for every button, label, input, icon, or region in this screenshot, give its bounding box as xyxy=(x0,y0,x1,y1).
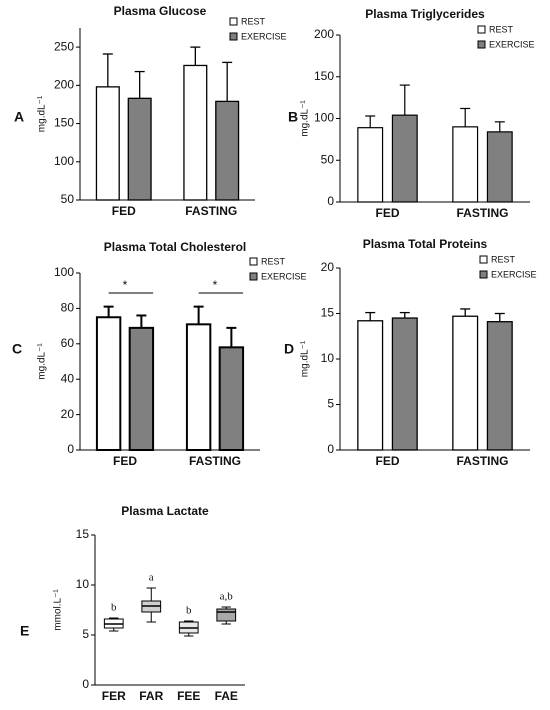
y-tick-label: 0 xyxy=(82,677,89,691)
y-tick-label: 20 xyxy=(61,407,75,421)
y-axis-label: mg.dL⁻¹ xyxy=(37,343,48,380)
bar xyxy=(391,317,418,451)
bar xyxy=(357,320,384,451)
legend-label: EXERCISE xyxy=(261,271,307,281)
bar xyxy=(357,127,384,203)
bar xyxy=(127,97,152,201)
y-axis-label: mg.dL⁻¹ xyxy=(300,340,311,377)
y-tick-label: 50 xyxy=(321,152,335,166)
y-tick-label: 250 xyxy=(54,39,74,53)
bar xyxy=(183,64,208,201)
y-tick-label: 0 xyxy=(327,194,334,208)
x-tick-label: FASTING xyxy=(456,206,508,220)
legend-label: REST xyxy=(491,254,516,264)
y-tick-label: 20 xyxy=(321,260,335,274)
panel-letter: D xyxy=(284,341,294,357)
chart-title: Plasma Triglycerides xyxy=(365,7,485,21)
x-tick-label: FED xyxy=(112,204,136,218)
bar xyxy=(128,326,155,451)
panel-letter: A xyxy=(14,109,24,125)
chart-title: Plasma Glucose xyxy=(114,4,207,18)
y-axis-label: mmol.L⁻¹ xyxy=(53,589,64,631)
y-axis-label: mg.dL⁻¹ xyxy=(300,100,311,137)
y-tick-label: 40 xyxy=(61,371,75,385)
bar xyxy=(215,100,240,201)
y-tick-label: 10 xyxy=(321,351,335,365)
panel-letter: C xyxy=(12,341,22,357)
bar xyxy=(486,131,513,203)
x-tick-label: FEE xyxy=(177,689,200,703)
x-tick-label: FAE xyxy=(215,689,238,703)
group-label: b xyxy=(186,605,192,617)
chart-title: Plasma Total Proteins xyxy=(363,237,488,251)
legend-label: REST xyxy=(261,256,286,266)
legend-swatch xyxy=(249,272,258,281)
chart-title: Plasma Total Cholesterol xyxy=(104,240,246,254)
y-axis-label: mg.dL⁻¹ xyxy=(37,95,48,132)
y-tick-label: 100 xyxy=(54,154,74,168)
y-tick-label: 100 xyxy=(314,111,334,125)
y-tick-label: 200 xyxy=(54,78,74,92)
significance-label: * xyxy=(213,278,218,292)
y-tick-label: 60 xyxy=(61,336,75,350)
y-tick-label: 5 xyxy=(82,627,89,641)
legend-swatch xyxy=(479,255,488,264)
y-tick-label: 100 xyxy=(54,265,74,279)
legend-swatch xyxy=(229,32,238,41)
bar xyxy=(452,315,479,451)
bar xyxy=(486,321,513,451)
bar xyxy=(452,126,479,203)
significance-label: * xyxy=(123,278,128,292)
y-tick-label: 150 xyxy=(54,116,74,130)
x-tick-label: FED xyxy=(376,206,400,220)
chart-title: Plasma Lactate xyxy=(121,504,209,518)
x-tick-label: FASTING xyxy=(189,454,241,468)
legend-swatch xyxy=(229,17,238,26)
x-tick-label: FASTING xyxy=(185,204,237,218)
bar xyxy=(95,86,120,201)
y-tick-label: 0 xyxy=(67,442,74,456)
legend-swatch xyxy=(249,257,258,266)
bar xyxy=(218,346,245,451)
x-tick-label: FED xyxy=(113,454,137,468)
y-tick-label: 0 xyxy=(327,442,334,456)
legend-swatch xyxy=(479,270,488,279)
panel-letter: B xyxy=(288,109,298,125)
legend-label: REST xyxy=(241,16,266,26)
bar xyxy=(391,114,418,203)
y-tick-label: 200 xyxy=(314,27,334,41)
bar xyxy=(95,316,122,451)
legend-swatch xyxy=(477,25,486,34)
y-tick-label: 50 xyxy=(61,192,75,206)
y-tick-label: 15 xyxy=(321,306,335,320)
group-label: b xyxy=(111,602,117,614)
legend-label: EXERCISE xyxy=(489,39,535,49)
x-tick-label: FAR xyxy=(139,689,163,703)
y-tick-label: 80 xyxy=(61,301,75,315)
y-tick-label: 150 xyxy=(314,69,334,83)
legend-label: EXERCISE xyxy=(241,31,287,41)
legend-label: REST xyxy=(489,24,514,34)
y-tick-label: 5 xyxy=(327,397,334,411)
bar xyxy=(185,323,212,451)
legend-label: EXERCISE xyxy=(491,269,537,279)
y-tick-label: 10 xyxy=(76,577,90,591)
x-tick-label: FASTING xyxy=(456,454,508,468)
x-tick-label: FED xyxy=(376,454,400,468)
legend-swatch xyxy=(477,40,486,49)
group-label: a,b xyxy=(220,591,234,603)
panel-letter: E xyxy=(20,623,29,639)
box xyxy=(216,608,237,622)
y-tick-label: 15 xyxy=(76,527,90,541)
group-label: a xyxy=(149,572,154,584)
x-tick-label: FER xyxy=(102,689,126,703)
